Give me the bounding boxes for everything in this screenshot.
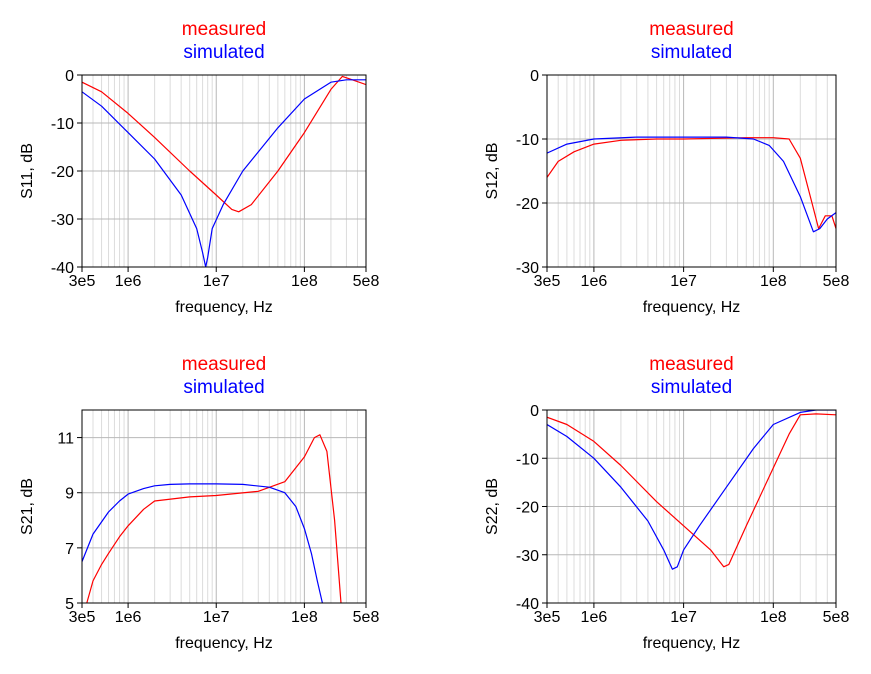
y-tick-label: -30: [51, 212, 74, 229]
y-tick-label: 11: [57, 431, 74, 448]
y-axis-label: S11, dB: [19, 143, 36, 199]
y-axis-label: S21, dB: [19, 478, 36, 535]
y-tick-label: 0: [530, 403, 539, 420]
x-axis-label: frequency, Hz: [175, 635, 273, 652]
x-tick-label: 1e7: [203, 273, 230, 290]
x-tick-label: 1e8: [291, 273, 318, 290]
x-tick-label: 3e5: [534, 273, 561, 290]
y-tick-label: -10: [516, 451, 539, 468]
x-tick-label: 5e8: [353, 609, 380, 626]
series-measured-line: [82, 75, 366, 213]
y-tick-label: -30: [516, 260, 539, 277]
series-measured-line: [547, 137, 836, 230]
x-tick-label: 1e8: [291, 609, 318, 626]
x-tick-label: 5e8: [823, 273, 850, 290]
y-axis-label: S22, dB: [484, 478, 501, 535]
x-tick-label: 3e5: [534, 609, 561, 626]
chart-1: -40 -30 -20 -10 0 3e5 1e6 1e7 1e8 5e8 frequency, H…: [19, 19, 379, 316]
x-axis-label: frequency, Hz: [175, 299, 273, 316]
x-tick-label: 1e7: [203, 609, 230, 626]
plot-frame: [546, 74, 837, 268]
y-tick-label: -30: [516, 548, 539, 565]
legend-measured: measured: [649, 354, 734, 375]
y-tick-label: -10: [51, 116, 74, 133]
series-measured-line: [547, 413, 836, 568]
x-axis-label: frequency, Hz: [643, 299, 741, 316]
x-tick-label: 1e6: [115, 273, 142, 290]
x-tick-label: 1e6: [115, 609, 142, 626]
x-tick-label: 3e5: [69, 273, 96, 290]
y-tick-label: 7: [65, 541, 74, 558]
series-simulated-line: [82, 79, 366, 267]
x-tick-label: 1e8: [760, 273, 787, 290]
legend-simulated: simulated: [651, 377, 732, 398]
series-simulated-line: [547, 136, 836, 233]
y-tick-label: 0: [530, 68, 539, 85]
series-simulated-line: [547, 410, 836, 570]
legend-measured: measured: [649, 19, 734, 40]
y-tick-label: 5: [65, 596, 74, 613]
x-tick-label: 3e5: [69, 609, 96, 626]
x-tick-label: 5e8: [353, 273, 380, 290]
legend-measured: measured: [182, 354, 267, 375]
y-axis-label: S12, dB: [484, 143, 501, 200]
chart-3: 5 7 9 11 3e5 1e6 1e7 1e8 5e8 frequency, Hz S21, dB…: [19, 354, 379, 652]
x-tick-label: 5e8: [823, 609, 850, 626]
x-tick-label: 1e7: [670, 273, 697, 290]
y-tick-label: -10: [516, 132, 539, 149]
x-axis-label: frequency, Hz: [643, 635, 741, 652]
y-tick-label: -40: [51, 260, 74, 277]
legend-simulated: simulated: [183, 42, 264, 63]
series-simulated-line: [82, 483, 323, 603]
y-tick-label: -20: [516, 500, 539, 517]
legend-simulated: simulated: [651, 42, 732, 63]
x-tick-label: 1e7: [670, 609, 697, 626]
legend-measured: measured: [182, 19, 267, 40]
x-tick-label: 1e8: [760, 609, 787, 626]
y-tick-label: -40: [516, 596, 539, 613]
y-tick-label: -20: [51, 164, 74, 181]
chart-4: -40 -30 -20 -10 0 3e5 1e6 1e7 1e8 5e8 frequency, H…: [484, 354, 849, 652]
plot-frame: [81, 409, 367, 604]
chart-2: -30 -20 -10 0 3e5 1e6 1e7 1e8 5e8 frequency, Hz S1…: [484, 19, 849, 316]
y-tick-label: 0: [65, 68, 74, 85]
series-measured-line: [86, 434, 342, 603]
x-tick-label: 1e6: [581, 609, 608, 626]
y-tick-label: -20: [516, 196, 539, 213]
legend-simulated: simulated: [183, 377, 264, 398]
x-tick-label: 1e6: [581, 273, 608, 290]
y-tick-label: 9: [65, 486, 74, 503]
